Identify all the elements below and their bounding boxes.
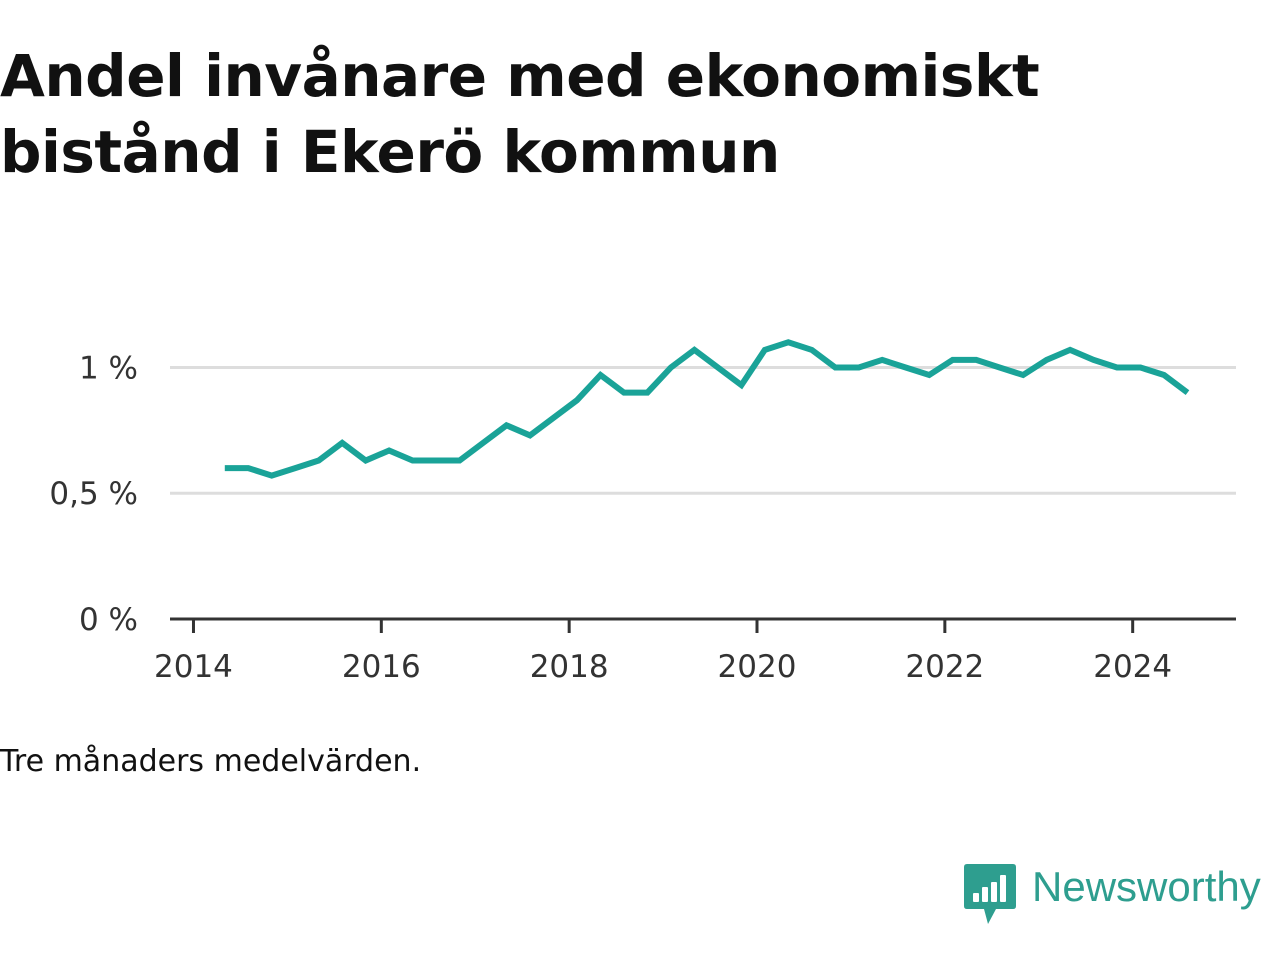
x-axis-tick-labels: 2014 2016 2018 2020 2022 2024 <box>154 649 1172 685</box>
y-tick-label: 0,5 % <box>49 476 138 512</box>
y-tick-label: 1 % <box>79 350 138 386</box>
chart-title-line-2: bistånd i Ekerö kommun <box>0 118 780 186</box>
x-tick-label: 2016 <box>342 649 421 685</box>
series-line <box>224 339 1190 479</box>
newsworthy-logo-icon <box>964 864 1016 924</box>
line-chart: 0 % 0,5 % 1 % 2014 2016 2018 2020 2022 2024 <box>49 339 1236 685</box>
chart-note: Tre månaders medelvärden. <box>0 744 422 779</box>
x-tick-label: 2018 <box>530 649 609 685</box>
x-tick-label: 2020 <box>718 649 797 685</box>
x-tick-label: 2022 <box>905 649 984 685</box>
series-layer <box>224 339 1190 479</box>
y-axis-tick-labels: 0 % 0,5 % 1 % <box>49 350 138 638</box>
y-tick-label: 0 % <box>79 602 138 638</box>
chart-title: Andel invånare med ekonomiskt bistånd i … <box>0 38 1270 190</box>
grid-lines <box>170 365 1236 495</box>
x-tick-label: 2024 <box>1093 649 1172 685</box>
x-tick-label: 2014 <box>154 649 233 685</box>
chart-title-line-1: Andel invånare med ekonomiskt <box>0 42 1040 110</box>
brand-logo[interactable]: Newsworthy <box>964 863 1261 926</box>
x-axis <box>170 617 1236 633</box>
brand-name: Newsworthy <box>1032 863 1261 910</box>
